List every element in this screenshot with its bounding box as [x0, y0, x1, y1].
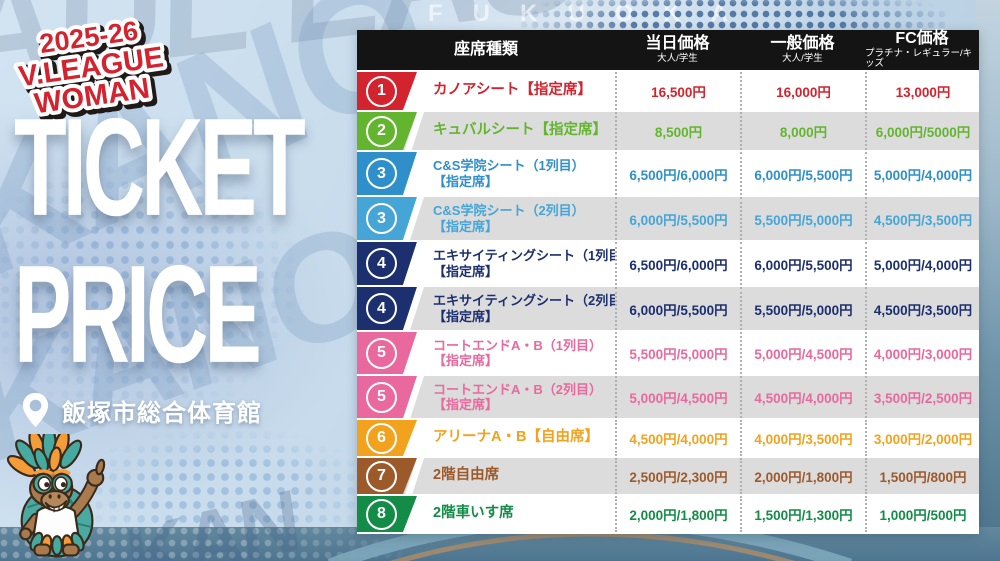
price-fc: 4,500円/3,500円 — [865, 287, 979, 330]
seat-number: 7 — [366, 461, 397, 492]
seat-number: 5 — [366, 338, 397, 369]
ticket-price-table: 座席種類 当日価格 大人/学生 一般価格 大人/学生 FC価格 プラチナ・レギュ… — [357, 30, 979, 534]
seat-cell: 3 C&S学院シート（2列目） 【指定席】 — [357, 197, 615, 240]
seat-number: 5 — [366, 382, 397, 413]
price-general: 4,500円/4,000円 — [740, 376, 865, 418]
seat-cell: 5 コートエンドA・B（1列目） 【指定席】 — [357, 332, 615, 374]
seat-number: 2 — [366, 116, 397, 147]
seat-number: 8 — [366, 499, 397, 530]
seat-label: 2階車いす席 — [433, 505, 514, 522]
table-row: 4 エキサイティングシート（1列目） 【指定席】 6,500円/6,000円 6… — [357, 242, 979, 285]
price-fc: 1,500円/800円 — [865, 458, 979, 494]
price-dayof: 6,000円/5,500円 — [615, 197, 740, 240]
seat-number: 3 — [366, 158, 397, 189]
price-fc: 4,000円/3,000円 — [865, 332, 979, 374]
seat-label: エキサイティングシート（2列目） 【指定席】 — [433, 293, 615, 324]
table-row: 4 エキサイティングシート（2列目） 【指定席】 6,000円/5,500円 5… — [357, 287, 979, 330]
header-seat-type: 座席種類 — [453, 41, 518, 59]
header-general-price: 一般価格 大人/学生 — [770, 35, 835, 65]
seat-cell: 3 C&S学院シート（1列目） 【指定席】 — [357, 152, 615, 195]
seat-number: 6 — [366, 423, 397, 454]
price-general: 6,000円/5,500円 — [740, 242, 865, 285]
price-dayof: 6,000円/5,500円 — [615, 287, 740, 330]
price-dayof: 6,500円/6,000円 — [615, 242, 740, 285]
background-right-strip — [976, 0, 1000, 561]
price-general: 5,500円/5,000円 — [740, 197, 865, 240]
seat-label: カノアシート【指定席】 — [433, 82, 592, 99]
price-dayof: 5,000円/4,500円 — [615, 376, 740, 418]
seat-number: 3 — [366, 203, 397, 234]
seat-cell: 7 2階自由席 — [357, 458, 615, 494]
price-general: 6,000円/5,500円 — [740, 152, 865, 195]
seat-label: アリーナA・B【自由席】 — [433, 429, 599, 446]
seat-cell: 1 カノアシート【指定席】 — [357, 72, 615, 110]
venue: 飯塚市総合体育館 — [22, 392, 262, 428]
seat-cell: 4 エキサイティングシート（1列目） 【指定席】 — [357, 242, 615, 285]
price-general: 16,000円 — [740, 72, 865, 110]
price-dayof: 8,500円 — [615, 112, 740, 150]
seat-cell: 8 2階車いす席 — [357, 496, 615, 532]
table-row: 5 コートエンドA・B（2列目） 【指定席】 5,000円/4,500円 4,5… — [357, 376, 979, 418]
location-pin-icon — [22, 392, 49, 428]
price-fc: 5,000円/4,000円 — [865, 242, 979, 285]
mascot-headdress — [6, 434, 83, 478]
table-row: 8 2階車いす席 2,000円/1,800円 1,500円/1,300円 1,0… — [357, 496, 979, 532]
title-line-ticket: TICKET — [14, 88, 306, 245]
table-row: 6 アリーナA・B【自由席】 4,500円/4,000円 4,000円/3,50… — [357, 420, 979, 456]
mascot-character — [6, 434, 106, 558]
price-fc: 1,000円/500円 — [865, 496, 979, 532]
seat-label: キュバルシート【指定席】 — [433, 122, 607, 139]
background-watermark-city: FUKUOKA — [428, 0, 758, 27]
price-fc: 5,000円/4,000円 — [865, 152, 979, 195]
seat-number-badge: 7 — [357, 458, 417, 494]
price-fc: 6,000円/5000円 — [865, 112, 979, 150]
table-body: 1 カノアシート【指定席】 16,500円 16,000円 13,000円 2 … — [357, 72, 979, 532]
seat-number: 4 — [366, 248, 397, 279]
price-dayof: 6,500円/6,000円 — [615, 152, 740, 195]
venue-name: 飯塚市総合体育館 — [62, 399, 262, 427]
seat-cell: 2 キュバルシート【指定席】 — [357, 112, 615, 150]
header-fc-price: FC価格 プラチナ・レギュラー/キッズ — [865, 30, 973, 70]
seat-cell: 4 エキサイティングシート（2列目） 【指定席】 — [357, 287, 615, 330]
price-general: 8,000円 — [740, 112, 865, 150]
price-dayof: 16,500円 — [615, 72, 740, 110]
price-dayof: 4,500円/4,000円 — [615, 420, 740, 456]
price-general: 1,500円/1,300円 — [740, 496, 865, 532]
price-general: 5,500円/5,000円 — [740, 287, 865, 330]
seat-label: C&S学院シート（2列目） 【指定席】 — [433, 203, 585, 234]
price-general: 2,000円/1,800円 — [740, 458, 865, 494]
table-row: 3 C&S学院シート（2列目） 【指定席】 6,000円/5,500円 5,50… — [357, 197, 979, 240]
price-fc: 4,500円/3,500円 — [865, 197, 979, 240]
seat-number-badge: 6 — [357, 420, 417, 456]
table-row: 3 C&S学院シート（1列目） 【指定席】 6,500円/6,000円 6,00… — [357, 152, 979, 195]
title-line-price: PRICE — [14, 235, 262, 392]
seat-label: C&S学院シート（1列目） 【指定席】 — [433, 158, 585, 189]
price-dayof: 5,500円/5,000円 — [615, 332, 740, 374]
seat-label: エキサイティングシート（1列目） 【指定席】 — [433, 248, 615, 279]
price-dayof: 2,000円/1,800円 — [615, 496, 740, 532]
seat-cell: 5 コートエンドA・B（2列目） 【指定席】 — [357, 376, 615, 418]
seat-number: 4 — [366, 293, 397, 324]
price-fc: 13,000円 — [865, 72, 979, 110]
seat-label: コートエンドA・B（2列目） 【指定席】 — [433, 381, 603, 412]
table-row: 1 カノアシート【指定席】 16,500円 16,000円 13,000円 — [357, 72, 979, 110]
table-row: 2 キュバルシート【指定席】 8,500円 8,000円 6,000円/5000… — [357, 112, 979, 150]
table-row: 5 コートエンドA・B（1列目） 【指定席】 5,500円/5,000円 5,0… — [357, 332, 979, 374]
price-fc: 3,000円/2,000円 — [865, 420, 979, 456]
seat-cell: 6 アリーナA・B【自由席】 — [357, 420, 615, 456]
price-fc: 3,500円/2,500円 — [865, 376, 979, 418]
price-general: 4,000円/3,500円 — [740, 420, 865, 456]
seat-number: 1 — [366, 76, 397, 107]
seat-label: 2階自由席 — [433, 467, 500, 484]
table-header: 座席種類 当日価格 大人/学生 一般価格 大人/学生 FC価格 プラチナ・レギュ… — [357, 30, 979, 70]
league-logo: 2025-26 V.LEAGUE WOMAN 2025-26 V.LEAGUE … — [13, 12, 174, 125]
header-dayof-price: 当日価格 大人/学生 — [645, 35, 710, 65]
seat-label: コートエンドA・B（1列目） 【指定席】 — [433, 337, 603, 368]
price-dayof: 2,500円/2,300円 — [615, 458, 740, 494]
price-general: 5,000円/4,500円 — [740, 332, 865, 374]
table-row: 7 2階自由席 2,500円/2,300円 2,000円/1,800円 1,50… — [357, 458, 979, 494]
seat-number-badge: 3 — [357, 197, 417, 240]
